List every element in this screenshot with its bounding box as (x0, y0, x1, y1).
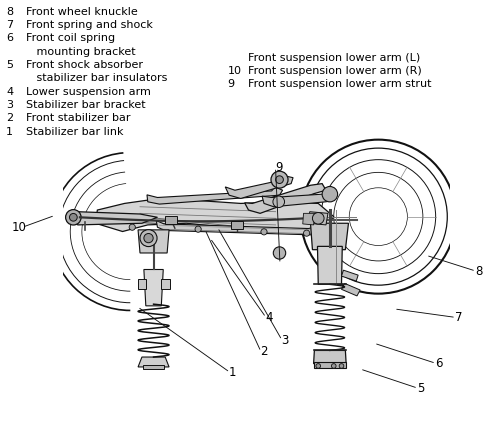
Polygon shape (318, 246, 342, 284)
Text: 1: 1 (6, 127, 13, 136)
Polygon shape (96, 199, 334, 233)
Text: 2: 2 (260, 345, 268, 358)
Polygon shape (303, 213, 315, 225)
Text: 7: 7 (6, 20, 13, 30)
Text: mounting bracket: mounting bracket (26, 47, 136, 57)
Text: 5: 5 (6, 60, 13, 70)
Circle shape (195, 226, 201, 232)
Polygon shape (138, 279, 146, 289)
Circle shape (273, 196, 284, 208)
Text: 10: 10 (228, 66, 241, 76)
Text: 9: 9 (275, 161, 282, 174)
Circle shape (339, 364, 344, 368)
Circle shape (271, 171, 288, 188)
Polygon shape (314, 362, 346, 368)
Text: Front wheel knuckle: Front wheel knuckle (26, 7, 138, 17)
Polygon shape (314, 350, 346, 364)
Polygon shape (262, 193, 334, 207)
Text: 3: 3 (282, 334, 288, 347)
Text: 6: 6 (435, 357, 443, 370)
Text: Front suspension lower arm strut: Front suspension lower arm strut (248, 79, 431, 89)
Text: Front spring and shock: Front spring and shock (26, 20, 153, 30)
Text: 9: 9 (228, 79, 234, 89)
Text: 1: 1 (229, 366, 236, 379)
Text: stabilizer bar insulators: stabilizer bar insulators (26, 73, 168, 83)
Circle shape (144, 233, 153, 243)
Text: Front shock absorber: Front shock absorber (26, 60, 143, 70)
Circle shape (129, 224, 136, 230)
Circle shape (274, 247, 285, 259)
Text: 5: 5 (418, 382, 424, 395)
Circle shape (66, 210, 81, 225)
Polygon shape (144, 269, 163, 306)
Circle shape (261, 229, 267, 235)
Polygon shape (138, 357, 169, 367)
Polygon shape (156, 221, 318, 235)
Polygon shape (138, 230, 169, 253)
Polygon shape (162, 279, 170, 289)
Circle shape (276, 176, 283, 184)
Polygon shape (342, 270, 358, 281)
Text: Stabilizer bar link: Stabilizer bar link (26, 127, 124, 136)
Circle shape (332, 364, 336, 368)
Circle shape (316, 364, 320, 368)
Polygon shape (231, 221, 242, 229)
Text: 2: 2 (6, 113, 13, 123)
Polygon shape (143, 365, 165, 369)
Text: 4: 4 (6, 87, 13, 97)
Polygon shape (308, 211, 328, 225)
Text: Stabilizer bar bracket: Stabilizer bar bracket (26, 100, 146, 110)
Polygon shape (70, 211, 158, 225)
Text: 4: 4 (265, 311, 273, 324)
Polygon shape (225, 175, 293, 199)
Circle shape (140, 230, 157, 247)
Circle shape (312, 212, 324, 224)
Circle shape (304, 230, 310, 236)
Polygon shape (147, 187, 282, 204)
Text: Front stabilizer bar: Front stabilizer bar (26, 113, 130, 123)
Text: 3: 3 (6, 100, 13, 110)
Text: 7: 7 (455, 311, 463, 324)
Polygon shape (165, 216, 177, 224)
Circle shape (322, 187, 338, 202)
Text: Front suspension lower arm (R): Front suspension lower arm (R) (248, 66, 421, 76)
Text: 6: 6 (6, 33, 13, 43)
Polygon shape (310, 223, 348, 250)
Text: Front coil spring: Front coil spring (26, 33, 115, 43)
Polygon shape (342, 284, 360, 296)
Text: 10: 10 (12, 221, 26, 234)
Text: Front suspension lower arm (L): Front suspension lower arm (L) (248, 53, 420, 63)
Text: Lower suspension arm: Lower suspension arm (26, 87, 151, 97)
Text: 8: 8 (476, 265, 482, 278)
Text: 8: 8 (6, 7, 13, 17)
Circle shape (70, 214, 77, 221)
Polygon shape (244, 184, 326, 213)
